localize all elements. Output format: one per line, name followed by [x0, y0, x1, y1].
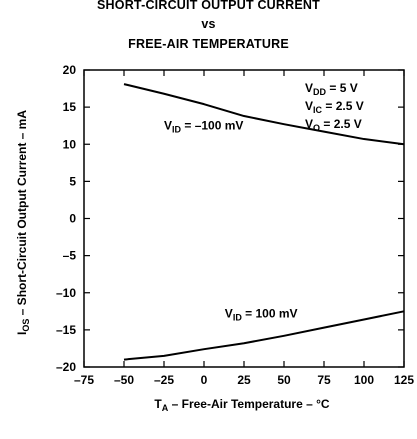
x-tick-labels: –75 –50 –25 0 25 50 75 100 125	[74, 373, 414, 387]
x-tick-label: 75	[317, 373, 331, 387]
y-tick-label: 10	[63, 137, 77, 151]
x-axis-title: TA – Free-Air Temperature – °C	[154, 397, 329, 413]
y-axis-title: IOS – Short-Circuit Output Current – mA	[15, 110, 31, 335]
series-label-1: VID = –100 mV	[164, 118, 243, 134]
y-tick-label: 5	[69, 174, 76, 188]
x-tick-label: 125	[394, 373, 414, 387]
plot-frame	[83, 69, 405, 368]
y-tick-labels: –20 –15 –10 –5 0 5 10 15 20	[56, 63, 76, 374]
x-tick-label: 25	[237, 373, 251, 387]
condition-label: VDD = 5 V	[305, 81, 358, 97]
y-tick-label: –15	[56, 323, 76, 337]
y-tick-label: –10	[56, 286, 76, 300]
chart-title-line-1: SHORT-CIRCUIT OUTPUT CURRENT	[97, 0, 320, 12]
series-lines	[123, 83, 405, 361]
annotations: VID = –100 mV VID = 100 mV VDD = 5 V VIC = …	[164, 81, 364, 322]
y-tick-label: –20	[56, 360, 76, 374]
series-line-2	[123, 310, 405, 361]
x-tick-label: –50	[114, 373, 134, 387]
y-tick-label: 0	[69, 212, 76, 226]
condition-label: VIC = 2.5 V	[305, 99, 364, 115]
y-tick-label: 15	[63, 100, 77, 114]
x-tick-label: 100	[354, 373, 374, 387]
x-tick-label: –25	[154, 373, 174, 387]
chart-title-line-2: vs	[201, 17, 216, 31]
x-tick-label: –75	[74, 373, 94, 387]
tick-marks	[83, 69, 405, 368]
series-label-2: VID = 100 mV	[225, 306, 298, 322]
x-tick-label: 50	[277, 373, 291, 387]
series-line-1	[123, 83, 405, 146]
x-tick-label: 0	[201, 373, 208, 387]
condition-label: VO = 2.5 V	[305, 117, 362, 133]
y-tick-label: –5	[63, 249, 77, 263]
chart-title-line-3: FREE-AIR TEMPERATURE	[128, 37, 289, 51]
y-tick-label: 20	[63, 63, 77, 77]
